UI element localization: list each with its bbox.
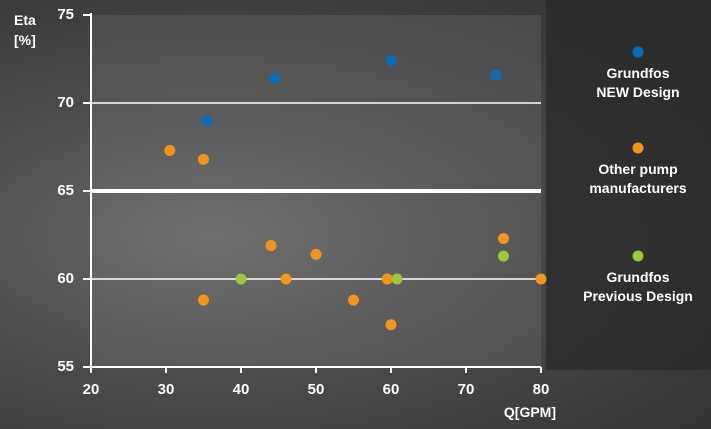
data-point: [381, 273, 393, 285]
data-point: [348, 294, 359, 306]
data-point: [198, 294, 209, 306]
legend-label: Grundfos Previous Design: [583, 269, 693, 304]
legend-label: Other pump manufacturers: [589, 161, 687, 196]
data-point: [391, 273, 403, 285]
x-tick-label: 60: [383, 381, 400, 398]
x-tick-label: 80: [533, 381, 550, 398]
x-tick-label: 30: [158, 381, 175, 398]
data-point: [498, 250, 509, 262]
data-point: [201, 115, 213, 127]
y-tick-label: 70: [57, 94, 74, 111]
legend-marker: [632, 46, 644, 58]
data-point: [498, 233, 509, 245]
y-tick-label: 75: [57, 6, 74, 23]
y-tick-label: 55: [57, 358, 74, 375]
y-tick-label: 60: [57, 270, 74, 287]
data-point: [490, 69, 502, 81]
data-point: [535, 273, 547, 285]
x-axis-label: Q[GPM]: [503, 404, 556, 420]
data-point: [385, 319, 397, 331]
legend-marker: [632, 250, 644, 262]
x-tick-label: 50: [308, 381, 325, 398]
data-point: [385, 55, 397, 67]
data-point: [265, 240, 277, 252]
legend-background: [546, 0, 711, 370]
y-axis-label: Eta [%]: [14, 12, 36, 48]
x-tick-label: 40: [233, 381, 250, 398]
data-point: [280, 273, 292, 285]
x-tick-label: 20: [83, 381, 100, 398]
data-point: [235, 273, 247, 285]
data-point: [310, 248, 322, 260]
data-point: [164, 145, 176, 157]
data-point: [269, 72, 281, 84]
y-tick-label: 65: [57, 182, 74, 199]
data-point: [198, 153, 209, 165]
legend-marker: [632, 142, 644, 154]
legend-label: Grundfos NEW Design: [596, 65, 680, 100]
x-tick-label: 70: [458, 381, 475, 398]
